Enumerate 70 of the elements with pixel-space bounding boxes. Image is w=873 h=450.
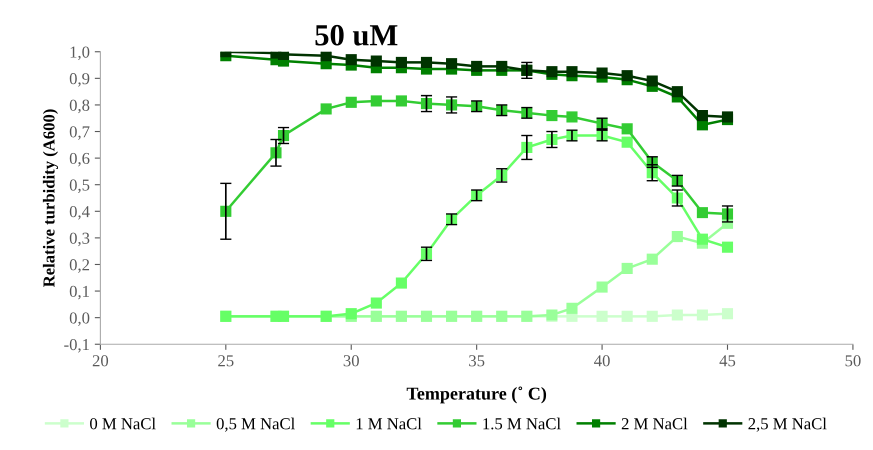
point [696, 207, 708, 218]
point [596, 282, 608, 293]
y-tick-label: 0,7 [70, 126, 90, 140]
y-tick-label: 0,6 [70, 152, 90, 166]
y-tick-label: 0,1 [70, 286, 89, 300]
point [566, 302, 578, 314]
point [672, 86, 683, 98]
point [396, 56, 407, 68]
y-tick-label: 0,3 [70, 232, 90, 246]
point [370, 95, 382, 106]
point [566, 66, 578, 78]
x-tick-label: 45 [719, 355, 736, 366]
y-axis-title: Relative turbidity (A600) [42, 109, 58, 288]
point [672, 309, 683, 321]
point [471, 60, 482, 72]
point [446, 58, 458, 70]
y-tick-label: 0,5 [70, 179, 90, 194]
point [346, 308, 357, 320]
y-tick-label: -0,1 [64, 338, 89, 353]
point [622, 70, 633, 82]
point [646, 254, 658, 265]
point [622, 123, 633, 134]
x-tick-label: 30 [344, 355, 359, 366]
point [622, 262, 633, 274]
legend-label: 1 M NaCl [356, 418, 422, 430]
point [722, 111, 734, 122]
point [546, 66, 558, 78]
point [320, 52, 332, 62]
y-tick-label: 0,8 [70, 100, 90, 114]
y-tick-label: 0,4 [70, 206, 90, 220]
point [320, 103, 332, 114]
point [346, 54, 357, 66]
point [546, 110, 558, 122]
y-tick-label: 0,2 [70, 259, 90, 273]
point [346, 96, 357, 108]
point [596, 67, 608, 79]
point [696, 309, 708, 321]
point [420, 56, 432, 68]
x-axis-title: Temperature (˚ C) [406, 386, 546, 404]
point [672, 231, 683, 242]
legend-label: 0 M NaCl [90, 418, 156, 430]
chart-title: 50 uM [315, 24, 398, 46]
point [370, 297, 382, 309]
point [370, 56, 382, 67]
legend-label: 0,5 M NaCl [216, 418, 295, 432]
point [566, 111, 578, 122]
y-tick-label: 1,0 [70, 46, 90, 60]
point [396, 278, 407, 289]
point [622, 136, 633, 148]
x-tick-label: 20 [92, 355, 108, 366]
x-tick-label: 35 [469, 355, 484, 366]
legend-label: 2 M NaCl [622, 418, 688, 430]
point [722, 308, 734, 320]
x-tick-label: 50 [846, 355, 861, 366]
point [646, 310, 658, 322]
x-tick-label: 25 [218, 355, 234, 366]
legend-label: 2,5 M NaCl [748, 418, 827, 432]
point [396, 95, 407, 106]
point [696, 110, 708, 122]
point [646, 75, 658, 87]
legend-label: 1.5 M NaCl [483, 418, 561, 430]
point [696, 234, 708, 245]
x-tick-label: 40 [594, 355, 610, 366]
y-tick-label: 0,9 [70, 73, 90, 87]
y-tick-label: 0,0 [70, 312, 90, 326]
point [496, 60, 508, 72]
point [722, 242, 734, 253]
point [596, 310, 608, 322]
point [622, 310, 633, 322]
point [278, 52, 290, 60]
